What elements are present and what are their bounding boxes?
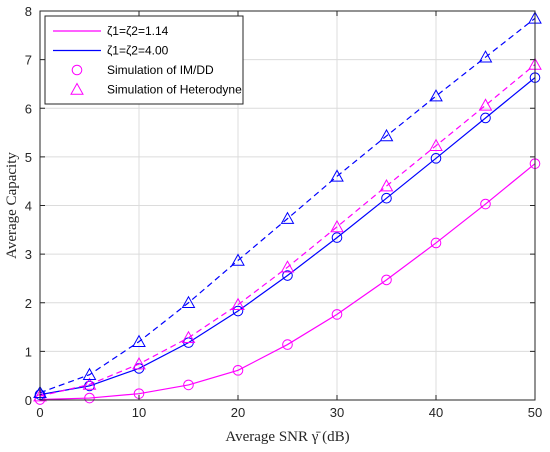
data-point-imdd-1.14 — [282, 339, 293, 350]
y-tick-label: 6 — [25, 101, 32, 116]
data-point-imdd-1.14 — [84, 392, 95, 404]
data-point-het-4.00 — [379, 128, 394, 142]
tick-labels: 0 10 20 30 40 50 0 1 2 3 4 5 6 7 8 — [25, 4, 542, 420]
data-point-het-1.14 — [280, 260, 295, 273]
data-point-het-4.00 — [181, 295, 196, 309]
y-tick-label: 1 — [25, 344, 32, 359]
x-tick-label: 20 — [231, 405, 245, 420]
legend-label: ζ1=ζ2=1.14 — [107, 24, 169, 38]
data-point-het-1.14 — [330, 219, 344, 233]
data-point-imdd-4.00 — [480, 112, 491, 124]
y-tick-label: 2 — [25, 296, 32, 311]
data-point-imdd-4.00 — [331, 232, 343, 243]
y-tick-label: 0 — [25, 393, 32, 408]
data-point-het-1.14 — [429, 138, 443, 151]
data-point-het-4.00 — [330, 169, 344, 182]
y-tick-label: 5 — [25, 150, 32, 165]
x-tick-label: 50 — [528, 405, 542, 420]
data-point-imdd-1.14 — [430, 237, 442, 249]
data-point-het-1.14 — [231, 297, 245, 310]
x-tick-label: 10 — [132, 405, 146, 420]
x-tick-label: 40 — [429, 405, 443, 420]
data-point-imdd-1.14 — [183, 379, 194, 391]
legend-label: Simulation of Heterodyne — [107, 83, 242, 97]
data-point-imdd-1.14 — [232, 365, 244, 376]
y-tick-label: 8 — [25, 4, 32, 19]
x-tick-label: 0 — [36, 405, 43, 420]
legend-marker — [70, 82, 84, 95]
data-point-het-4.00 — [82, 367, 97, 381]
legend: ζ1=ζ2=1.14 ζ1=ζ2=4.00 Simulation of IM/DD S… — [44, 15, 244, 105]
data-point-imdd-1.14 — [331, 309, 343, 320]
data-point-het-1.14 — [478, 98, 493, 111]
data-point-imdd-1.14 — [480, 198, 491, 210]
x-tick-label: 30 — [330, 405, 344, 420]
data-point-het-1.14 — [181, 330, 196, 344]
data-point-het-1.14 — [379, 179, 394, 192]
data-point-het-1.14 — [82, 377, 97, 390]
data-point-imdd-4.00 — [282, 270, 293, 281]
data-point-imdd-4.00 — [232, 305, 244, 317]
x-axis-label: Average SNR γ̄ (dB) — [225, 429, 349, 445]
data-point-het-4.00 — [132, 334, 146, 347]
axes — [39, 10, 536, 401]
legend-label: Simulation of IM/DD — [107, 63, 214, 77]
y-axis-label: Average Capacity — [4, 152, 20, 259]
series-line-imdd-1.14 — [39, 163, 536, 401]
data-point-het-1.14 — [33, 389, 47, 402]
data-point-het-4.00 — [280, 211, 295, 224]
data-point-het-4.00 — [231, 253, 245, 266]
series-line-het-4.00 — [39, 17, 536, 394]
series-line-imdd-4.00 — [39, 77, 536, 396]
data-point-imdd-1.14 — [381, 274, 392, 286]
data-point-het-4.00 — [429, 89, 443, 102]
y-tick-label: 7 — [25, 53, 32, 68]
legend-label: ζ1=ζ2=4.00 — [107, 44, 169, 58]
data-point-het-4.00 — [478, 50, 493, 63]
series-line-het-1.14 — [39, 64, 536, 397]
data-point-het-1.14 — [132, 356, 146, 370]
legend-marker — [71, 64, 83, 76]
y-tick-label: 3 — [25, 247, 32, 262]
data-point-imdd-4.00 — [381, 192, 392, 204]
data-point-imdd-4.00 — [430, 153, 442, 164]
y-tick-label: 4 — [25, 199, 32, 214]
